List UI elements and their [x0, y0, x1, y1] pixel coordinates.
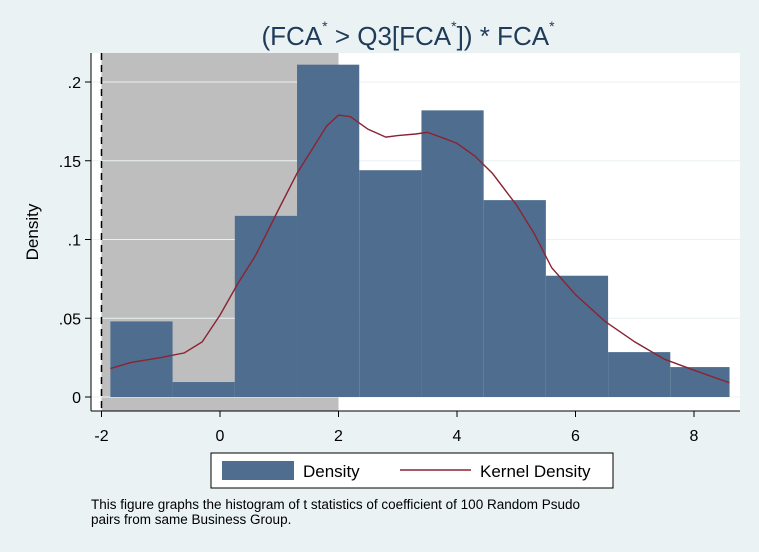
x-tick-label: -2 [94, 428, 108, 445]
histogram-bar [359, 170, 422, 397]
y-axis-label: Density [23, 203, 42, 260]
x-tick-label: 0 [216, 428, 225, 445]
y-tick-label: 0 [72, 390, 81, 407]
plot-area: 0 .05 .1 .15 .2 -2 0 2 4 6 8 [59, 53, 740, 445]
histogram-bar [110, 321, 173, 397]
histogram-bar [483, 200, 546, 397]
y-tick-label: .1 [68, 233, 81, 250]
histogram-bar [172, 382, 235, 397]
y-tick-label: .15 [59, 154, 81, 171]
chart-title: (FCA* > Q3[FCA*]) * FCA* [261, 18, 555, 51]
footnote: This figure graphs the histogram of t st… [91, 497, 651, 527]
footnote-line-2: pairs from same Business Group. [91, 512, 292, 527]
legend-swatch-density [222, 461, 294, 480]
histogram-bar [234, 215, 298, 397]
kernel-density-line [110, 114, 730, 384]
x-tick-label: 8 [690, 428, 699, 445]
histogram-bar [545, 275, 609, 397]
x-tick-label: 4 [453, 428, 462, 445]
y-tick-label: .05 [59, 311, 81, 328]
x-tick-label: 6 [571, 428, 580, 445]
legend-label-kernel: Kernel Density [480, 462, 591, 481]
footnote-line-1: This figure graphs the histogram of t st… [91, 497, 581, 512]
legend-label-density: Density [303, 462, 360, 481]
y-tick-label: .2 [68, 75, 81, 92]
histogram-bar [421, 110, 484, 397]
legend: Density Kernel Density [210, 452, 614, 489]
histogram-bar [297, 64, 360, 398]
x-tick-label: 2 [334, 428, 343, 445]
histogram-bar [608, 352, 671, 397]
